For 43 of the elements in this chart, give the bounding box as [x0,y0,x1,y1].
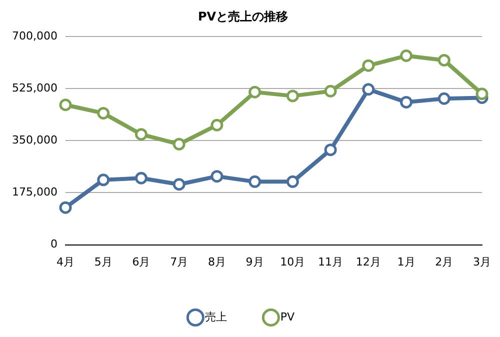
x-tick-label: 10月 [280,255,306,268]
x-tick-label: 6月 [132,255,150,268]
point [248,175,262,188]
point [438,54,450,66]
x-tick-label: 1月 [397,255,416,268]
point [400,96,413,108]
point [362,83,375,96]
x-tick-label: 9月 [246,255,264,268]
x-tick-label: 2月 [435,255,454,268]
point [400,50,413,62]
point [362,59,375,72]
x-tick-label: 5月 [94,255,112,268]
chart-title: PVと売上の推移 [198,9,288,24]
point [210,118,224,132]
point [59,201,72,214]
x-tick-label: 3月 [473,255,491,268]
point [97,174,110,186]
point [210,170,224,183]
point [97,106,110,120]
point [59,98,72,112]
legend-label: 売上 [204,310,227,324]
point [438,92,450,105]
x-tick-label: 11月 [318,255,344,268]
point [248,86,262,98]
y-tick-label: 525,000 [12,81,58,94]
y-tick-label: 350,000 [12,133,58,146]
y-tick-label: 0 [50,238,58,251]
point [172,138,186,150]
point [324,144,337,156]
point [286,90,299,102]
legend-label: PV [280,310,296,324]
point [286,175,299,188]
point [172,178,186,191]
x-tick-label: 12月 [356,255,381,268]
x-tick-label: 7月 [170,255,188,268]
point [134,128,148,141]
point [134,172,148,184]
point [476,88,488,100]
x-tick-label: 8月 [208,255,226,268]
point [324,84,337,98]
y-tick-label: 175,000 [12,186,58,199]
x-tick-label: 4月 [56,255,74,268]
y-tick-label: 700,000 [12,29,58,42]
